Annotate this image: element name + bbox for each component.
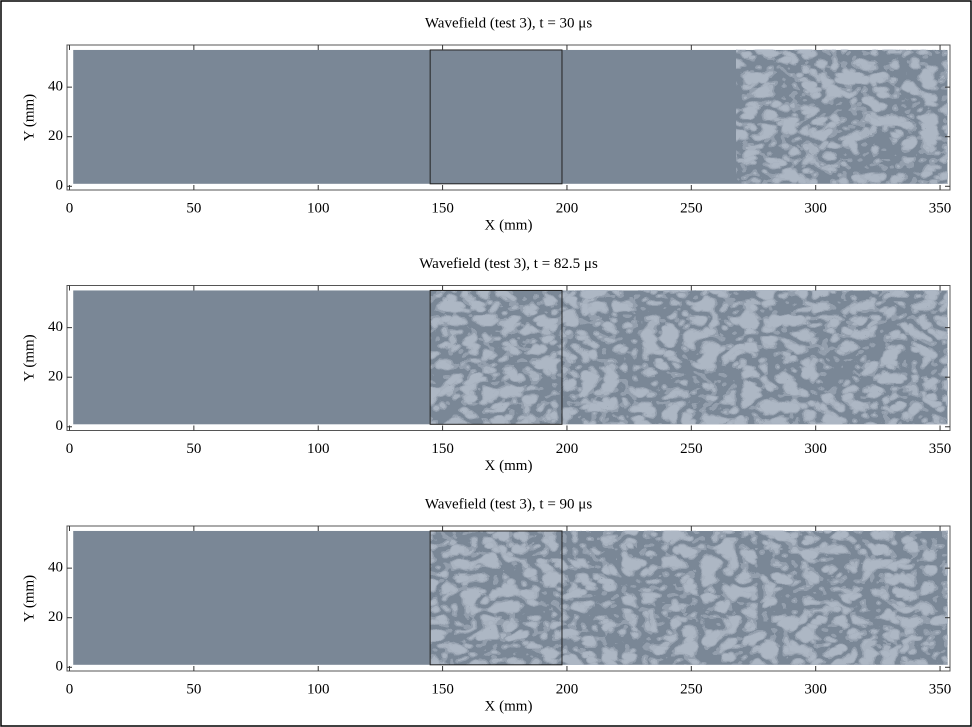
panel-title: Wavefield (test 3), t = 90 μs [425,496,592,512]
x-tick-label: 200 [556,681,579,697]
x-tick-label: 150 [431,200,454,216]
y-tick-label: 20 [48,609,63,625]
x-tick-label: 300 [804,200,827,216]
x-tick-label: 350 [929,200,952,216]
y-tick-label: 0 [56,418,64,434]
x-tick-label: 100 [307,441,330,457]
panel: Wavefield (test 3), t = 82.5 μs 0 50 100 150… [21,256,951,474]
x-tick-label: 150 [431,441,454,457]
x-tick-label: 0 [66,200,74,216]
x-tick-label: 0 [66,681,74,697]
x-tick-label: 50 [186,200,201,216]
x-tick-label: 200 [556,441,579,457]
y-tick-label: 40 [48,79,63,95]
panel-title: Wavefield (test 3), t = 82.5 μs [419,256,598,272]
x-tick-label: 350 [929,441,952,457]
wave-pattern [430,290,947,424]
panel-title: Wavefield (test 3), t = 30 μs [425,15,592,31]
y-tick-label: 40 [48,319,63,335]
x-tick-label: 0 [66,441,74,457]
x-tick-label: 300 [804,681,827,697]
x-axis-label: X (mm) [485,698,533,714]
x-tick-label: 100 [307,200,330,216]
panel: Wavefield (test 3), t = 30 μs 0 50 100 150 20… [21,15,951,233]
x-tick-label: 300 [804,441,827,457]
y-tick-label: 40 [48,560,63,576]
x-tick-label: 100 [307,681,330,697]
x-tick-label: 250 [680,441,703,457]
x-tick-label: 50 [186,681,201,697]
wave-pattern [430,531,947,665]
y-tick-label: 20 [48,128,63,144]
y-tick-label: 0 [56,178,64,194]
y-axis-label: Y (mm) [21,94,37,141]
x-axis-label: X (mm) [485,217,533,233]
y-tick-label: 0 [56,659,64,675]
x-axis-label: X (mm) [485,458,533,474]
y-axis-label: Y (mm) [21,334,37,381]
y-tick-label: 20 [48,369,63,385]
x-tick-label: 250 [680,200,703,216]
wave-pattern [736,50,947,184]
x-tick-label: 200 [556,200,579,216]
x-tick-label: 150 [431,681,454,697]
x-tick-label: 350 [929,681,952,697]
x-tick-label: 250 [680,681,703,697]
y-axis-label: Y (mm) [21,575,37,622]
figure: Wavefield (test 3), t = 30 μs 0 50 100 150 20… [0,0,972,727]
panel: Wavefield (test 3), t = 90 μs 0 50 100 150 20… [21,496,951,714]
x-tick-label: 50 [186,441,201,457]
